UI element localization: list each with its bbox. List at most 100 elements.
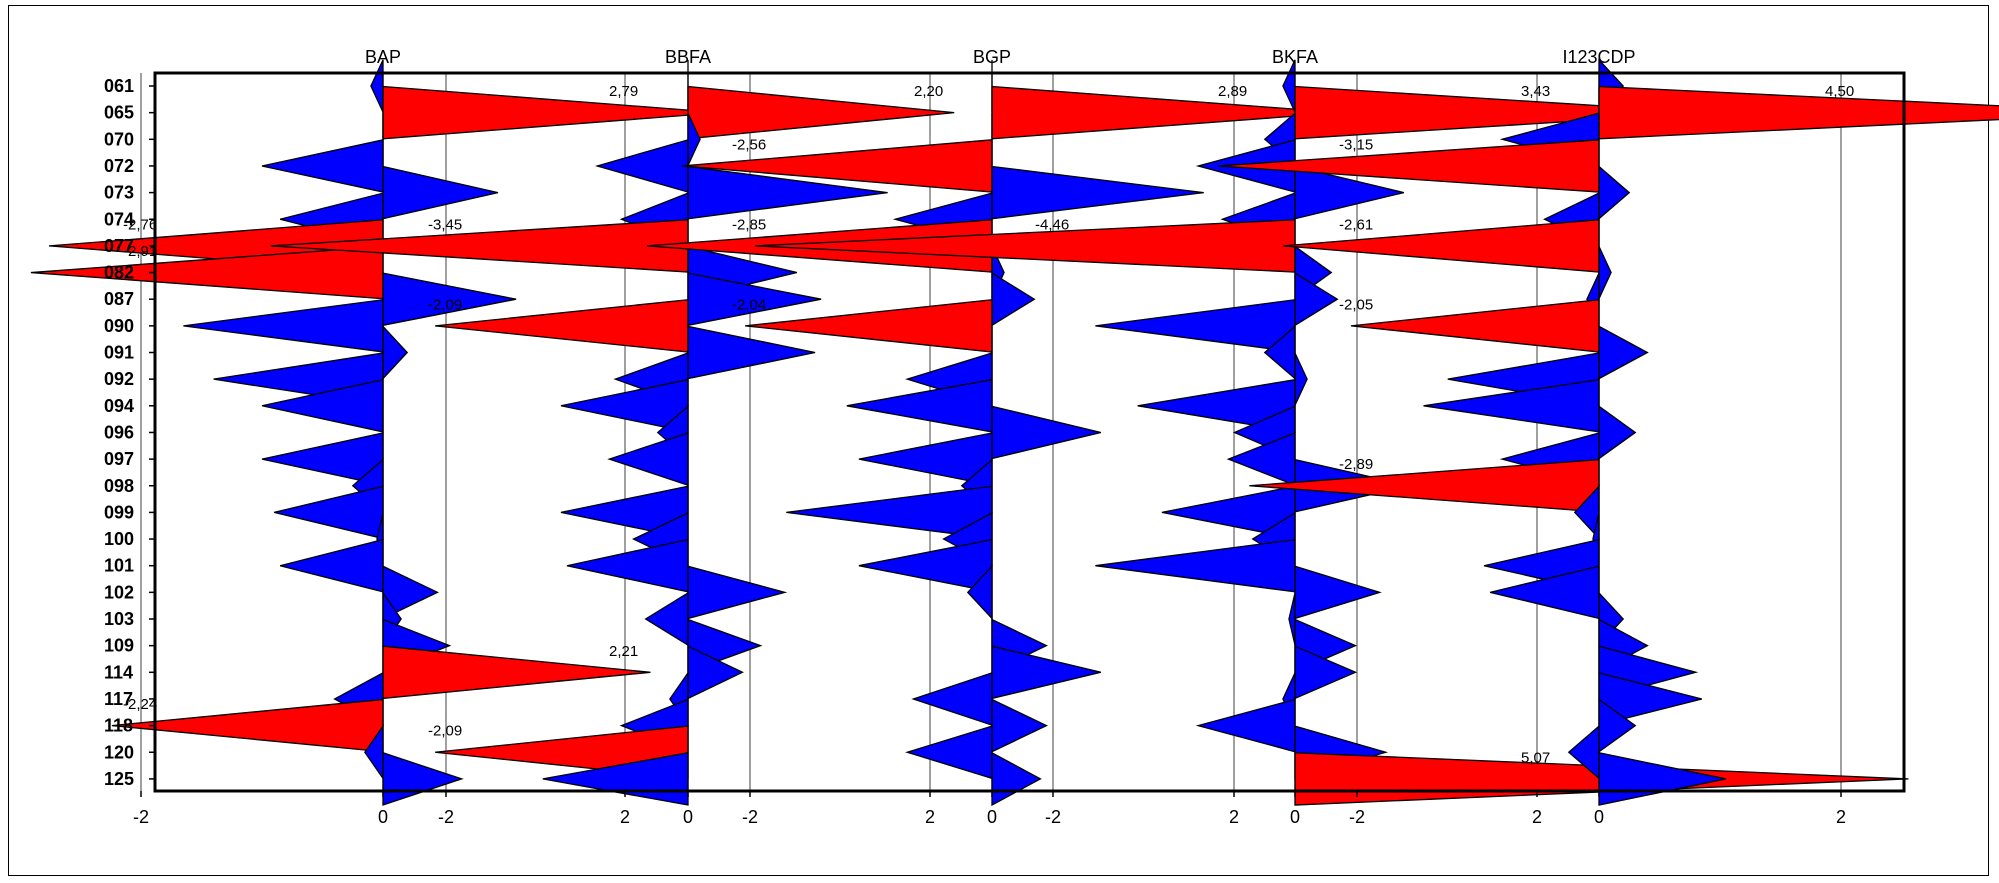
x-tick-label: 2	[1532, 807, 1542, 827]
series-title: BAP	[365, 47, 401, 67]
chart-mark	[991, 405, 1102, 460]
category-label: 077	[104, 236, 134, 256]
data-label: -2,05	[1339, 296, 1373, 313]
chart-mark	[1598, 751, 1727, 806]
category-label: 070	[104, 129, 134, 149]
chart-mark	[1598, 165, 1631, 221]
x-tick-label: 0	[1290, 807, 1300, 827]
chart-mark	[1598, 246, 1612, 299]
chart-mark	[273, 485, 384, 540]
chart-mark	[991, 645, 1102, 700]
chart-mark	[644, 591, 689, 647]
chart-mark	[905, 725, 993, 780]
chart-mark	[183, 298, 384, 353]
chart-mark	[1095, 298, 1296, 353]
chart-mark	[594, 138, 689, 193]
category-label: 087	[104, 289, 134, 309]
chart-mark	[1598, 325, 1649, 380]
data-label: 2,79	[609, 83, 638, 100]
category-label: 061	[104, 76, 134, 96]
chart-mark	[382, 751, 464, 806]
chart-mark	[261, 139, 384, 193]
category-label: 099	[104, 502, 134, 522]
x-tick-label: 2	[620, 807, 630, 827]
data-label: -2,85	[732, 216, 766, 233]
chart-mark	[382, 85, 721, 140]
category-label: 100	[104, 529, 134, 549]
series-title: BBFA	[665, 47, 711, 67]
x-tick-label: -2	[438, 807, 454, 827]
chart-mark	[1294, 352, 1308, 406]
category-label: 098	[104, 476, 134, 496]
data-label: 4,50	[1825, 83, 1854, 100]
chart-mark	[911, 671, 993, 726]
data-label: -2,91	[123, 243, 157, 260]
chart-mark	[566, 538, 689, 593]
data-label: -2,09	[428, 296, 462, 313]
data-label: -3,15	[1339, 136, 1373, 153]
chart-mark	[991, 165, 1204, 220]
series-title: BKFA	[1272, 47, 1318, 67]
chart-mark	[1283, 219, 1600, 273]
chart-mark	[1095, 538, 1296, 593]
data-label: 2,21	[609, 643, 638, 660]
x-tick-label: -2	[133, 807, 149, 827]
category-label: 118	[104, 716, 133, 736]
category-label: 072	[104, 156, 134, 176]
data-label: -2,24	[123, 696, 157, 713]
data-label: -2,56	[732, 136, 766, 153]
category-label: 097	[104, 449, 134, 469]
chart-mark	[991, 751, 1042, 807]
x-tick-label: -2	[1349, 807, 1365, 827]
series-title: BGP	[973, 47, 1011, 67]
category-label: 096	[104, 422, 134, 442]
chart-mark	[687, 565, 788, 620]
chart-mark	[1282, 59, 1296, 113]
data-label: 3,43	[1521, 83, 1550, 100]
category-label: 073	[104, 183, 134, 203]
x-tick-label: 0	[378, 807, 388, 827]
chart-frame	[8, 5, 1989, 876]
category-label: 109	[104, 636, 134, 656]
data-label: -2,89	[1339, 456, 1373, 473]
chart-mark	[1598, 405, 1637, 460]
category-label: 090	[104, 316, 134, 336]
category-label: 091	[104, 343, 134, 363]
chart-mark	[991, 698, 1048, 753]
data-label: -2,76	[123, 216, 157, 233]
chart-mark	[607, 432, 689, 487]
x-tick-label: 2	[1836, 807, 1846, 827]
category-label: 102	[104, 582, 134, 602]
category-label: 125	[104, 769, 134, 789]
x-tick-label: -2	[742, 807, 758, 827]
x-tick-label: 0	[683, 807, 693, 827]
chart-mark	[1195, 698, 1296, 753]
x-tick-label: 2	[1229, 807, 1239, 827]
chart-mark	[370, 59, 384, 113]
chart-mark	[687, 325, 816, 380]
chart-mark	[991, 271, 1036, 327]
data-label: -3,45	[428, 216, 462, 233]
x-tick-label: -2	[1045, 807, 1061, 827]
data-label: 2,20	[914, 83, 943, 100]
category-label: 114	[104, 662, 133, 682]
chart-mark	[382, 165, 499, 220]
chart-mark	[1598, 85, 1999, 140]
category-label: 120	[104, 742, 134, 762]
chart-mark	[1350, 299, 1600, 353]
category-label: 101	[104, 556, 134, 576]
chart-mark	[279, 538, 384, 593]
category-label: 117	[104, 689, 133, 709]
data-label: -2,09	[428, 723, 462, 740]
category-label: 074	[104, 209, 134, 229]
category-label: 103	[104, 609, 134, 629]
x-tick-label: 0	[1594, 807, 1604, 827]
category-label: 065	[104, 103, 134, 123]
data-label: -2,04	[732, 296, 766, 313]
series-title: I123CDP	[1562, 47, 1635, 67]
data-label: -2,61	[1339, 216, 1373, 233]
data-label: 2,89	[1218, 83, 1247, 100]
x-tick-label: 2	[925, 807, 935, 827]
category-label: 094	[104, 396, 134, 416]
